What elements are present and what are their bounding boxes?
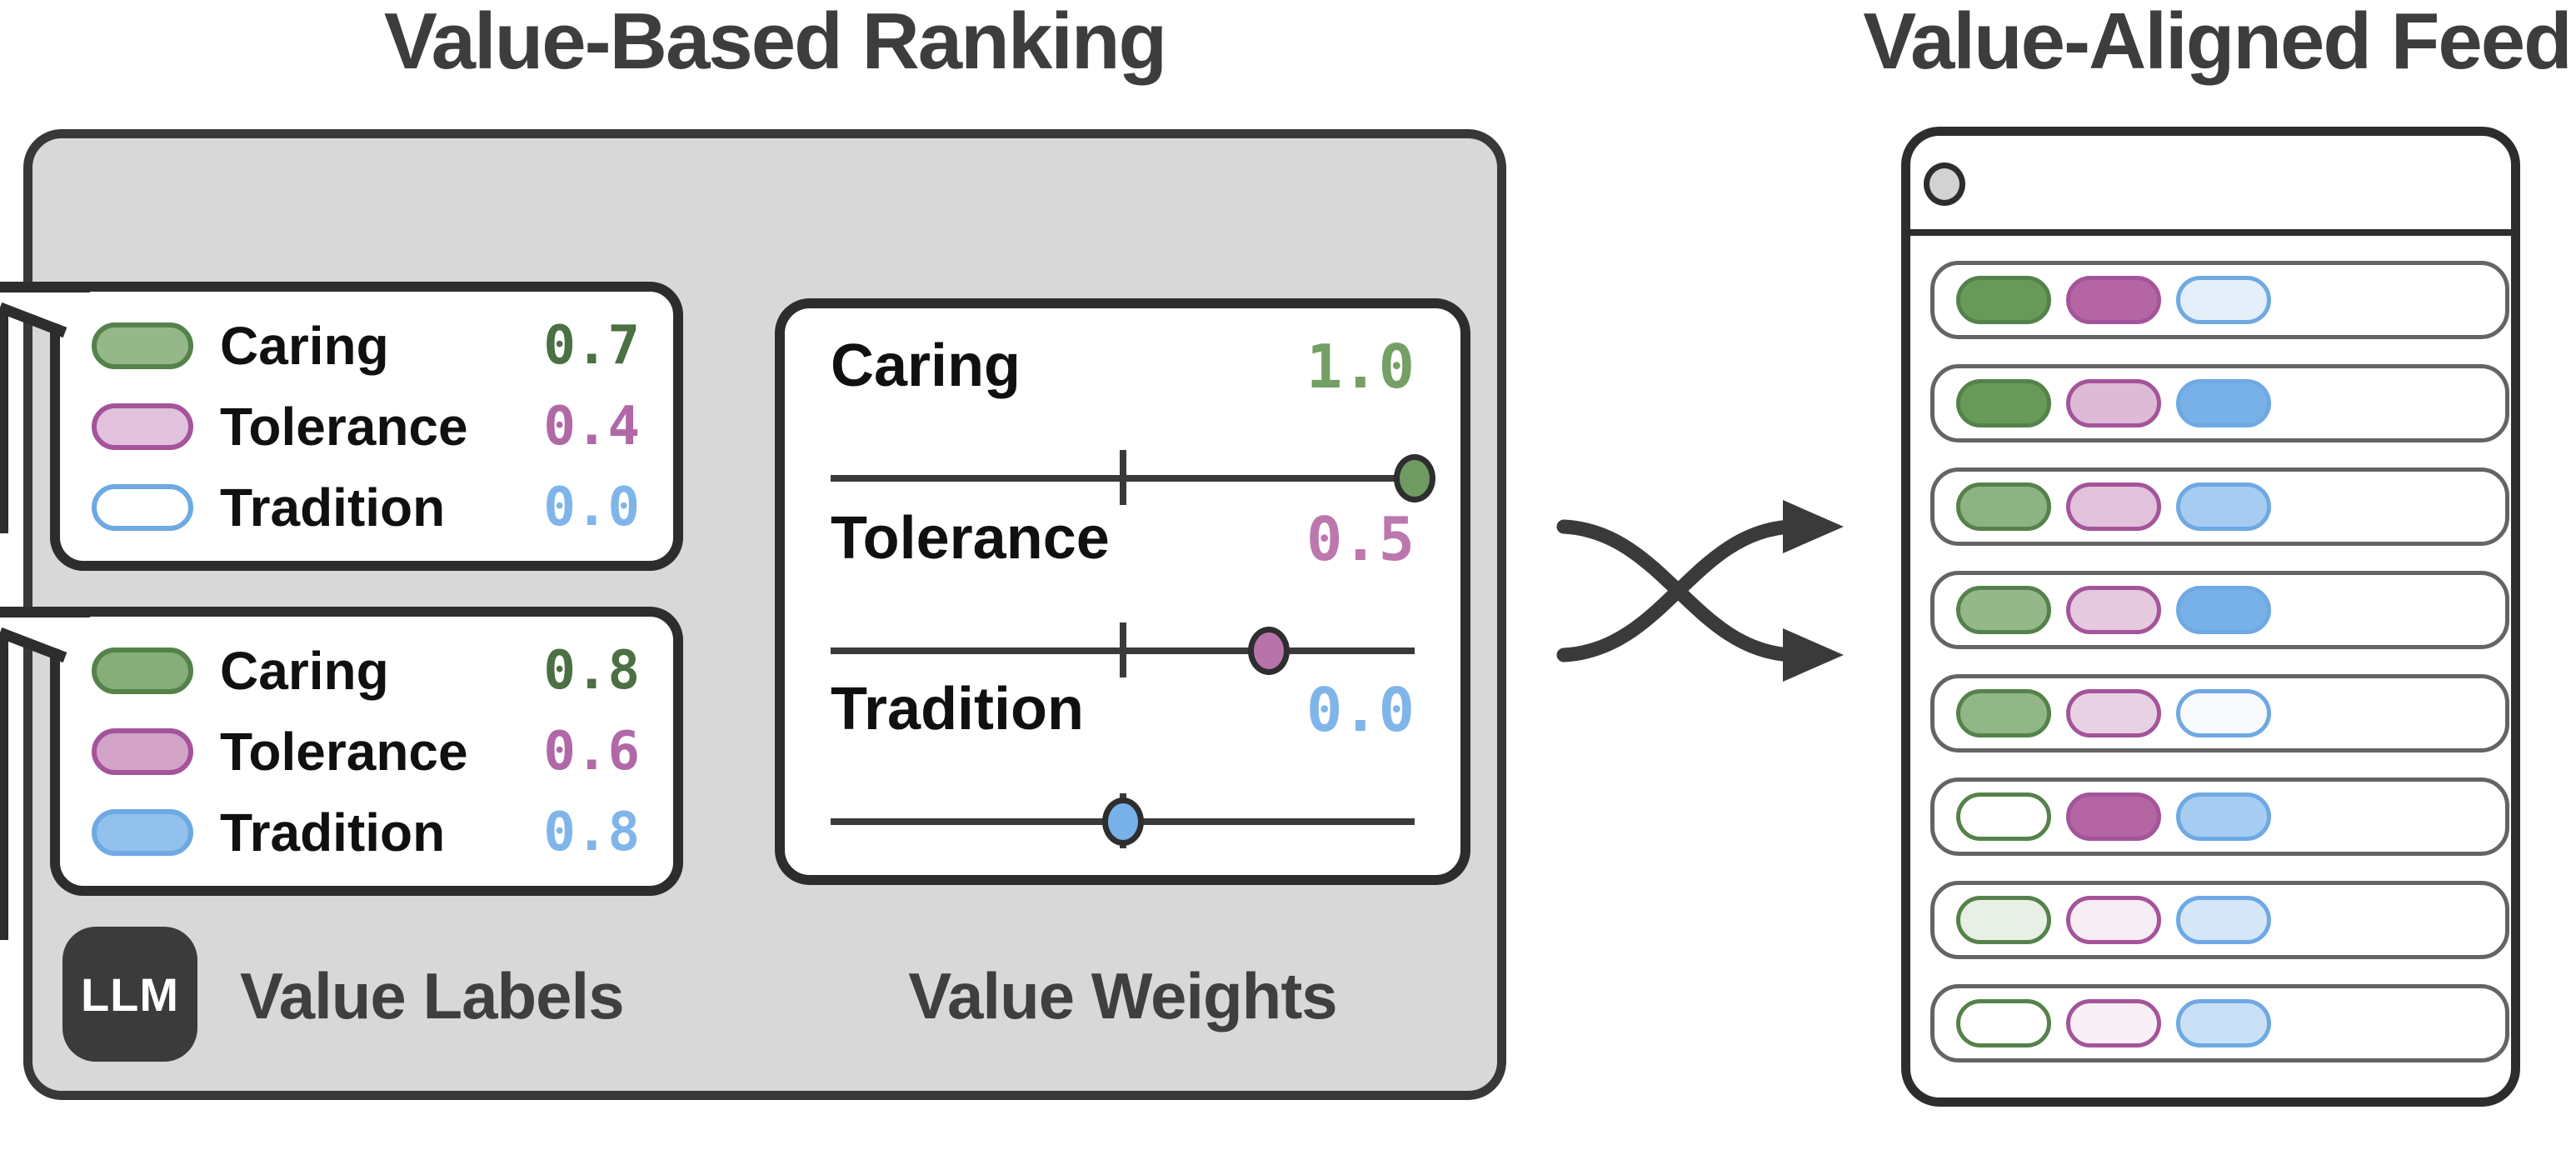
tolerance-slider-knob[interactable] [1247, 627, 1290, 675]
caring-pill [1956, 482, 2051, 531]
weight-value: 0.5 [1305, 504, 1415, 574]
value-score: 0.0 [543, 476, 640, 538]
value-labels-caption: Value Labels [240, 959, 625, 1032]
tolerance-pill [92, 728, 193, 775]
value-label-card-2: Caring 0.8 Tolerance 0.6 Tradition 0.8 [50, 607, 683, 896]
value-label-row: Tradition 0.0 [92, 477, 640, 538]
feed-post[interactable] [1930, 674, 2509, 752]
value-weights-panel: Caring 1.0 Tolerance 0.5 Tradition [775, 298, 1470, 885]
caring-pill [1956, 792, 2051, 841]
tradition-pill [2176, 586, 2271, 634]
weight-row-tolerance: Tolerance 0.5 [831, 504, 1415, 678]
llm-badge: LLM [62, 927, 197, 1062]
caring-pill [92, 322, 193, 369]
shuffle-arrows-icon [1556, 500, 1844, 682]
value-label-row: Tolerance 0.4 [92, 396, 640, 458]
slider-center-tick [1119, 450, 1126, 505]
tradition-pill [2176, 482, 2271, 531]
header-divider [1901, 229, 2520, 236]
value-label-row: Tradition 0.8 [92, 802, 640, 863]
feed-post[interactable] [1930, 261, 2509, 339]
tradition-pill [2176, 379, 2271, 428]
value-label-card-1: Caring 0.7 Tolerance 0.4 Tradition 0.0 [50, 282, 683, 571]
tradition-pill [2176, 689, 2271, 738]
tradition-slider-knob[interactable] [1101, 798, 1144, 846]
avatar-circle [1924, 162, 1965, 206]
tolerance-pill [2066, 586, 2161, 634]
caring-pill [1956, 689, 2051, 738]
value-score: 0.6 [543, 720, 640, 782]
value-name: Caring [220, 315, 389, 376]
tolerance-pill [2066, 379, 2161, 428]
tolerance-pill [2066, 792, 2161, 841]
weight-value: 1.0 [1305, 332, 1415, 402]
feed-post[interactable] [1930, 778, 2509, 856]
caring-pill [1956, 276, 2051, 324]
weight-row-caring: Caring 1.0 [831, 332, 1435, 505]
tradition-pill [2176, 999, 2271, 1048]
caring-pill [1956, 896, 2051, 944]
tradition-pill [92, 808, 193, 856]
value-score: 0.7 [543, 314, 640, 377]
tradition-pill [2176, 276, 2271, 324]
value-label-row: Tolerance 0.6 [92, 721, 640, 782]
value-score: 0.8 [543, 801, 640, 863]
tradition-pill [2176, 792, 2271, 841]
value-name: Tradition [220, 802, 446, 862]
caring-pill [1956, 379, 2051, 428]
caring-slider-knob[interactable] [1394, 454, 1435, 502]
tolerance-pill [2066, 482, 2161, 531]
slider-center-tick [1119, 622, 1126, 678]
value-name: Caring [220, 640, 389, 701]
feed-post[interactable] [1930, 364, 2509, 442]
weight-value: 0.0 [1305, 675, 1415, 745]
offscreen-post-edge [0, 635, 8, 940]
tolerance-pill [2066, 999, 2161, 1048]
value-weights-caption: Value Weights [908, 959, 1337, 1032]
caring-slider[interactable] [831, 450, 1435, 505]
value-label-row: Caring 0.8 [92, 640, 640, 702]
offscreen-post-edge [0, 310, 8, 533]
feed-title: Value-Aligned Feed [1863, 0, 2573, 86]
weight-label: Caring [831, 332, 1021, 399]
phone-frame [1901, 127, 2520, 1107]
tolerance-pill [92, 402, 193, 450]
weight-row-tradition: Tradition 0.0 [831, 675, 1415, 848]
value-name: Tradition [220, 477, 446, 538]
tradition-pill [2176, 896, 2271, 944]
caring-pill [1956, 999, 2051, 1048]
llm-badge-label: LLM [80, 968, 180, 1021]
tolerance-pill [2066, 276, 2161, 324]
feed-post[interactable] [1930, 984, 2509, 1062]
value-label-row: Caring 0.7 [92, 315, 640, 377]
value-score: 0.8 [543, 639, 640, 702]
tradition-pill [92, 483, 193, 531]
tradition-slider[interactable] [831, 793, 1415, 848]
value-name: Tolerance [220, 396, 468, 457]
tolerance-pill [2066, 896, 2161, 944]
value-name: Tolerance [220, 721, 468, 782]
weight-label: Tolerance [831, 505, 1110, 572]
caring-pill [1956, 586, 2051, 634]
tolerance-pill [2066, 689, 2161, 738]
feed-post[interactable] [1930, 468, 2509, 546]
tolerance-slider[interactable] [831, 622, 1415, 678]
weight-label: Tradition [831, 676, 1084, 742]
caring-pill [92, 647, 193, 694]
feed-post[interactable] [1930, 571, 2509, 649]
feed-post[interactable] [1930, 881, 2509, 959]
ranking-title: Value-Based Ranking [383, 0, 1167, 86]
value-score: 0.4 [543, 395, 640, 458]
